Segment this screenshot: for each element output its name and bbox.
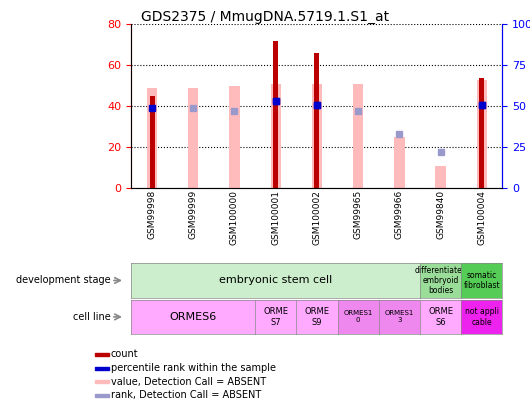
Text: ORME
S9: ORME S9 xyxy=(304,307,330,326)
Text: somatic
fibroblast: somatic fibroblast xyxy=(464,271,500,290)
Text: cell line: cell line xyxy=(73,312,111,322)
Bar xyxy=(95,380,109,383)
Text: differentiated
embryoid
bodies: differentiated embryoid bodies xyxy=(414,266,467,295)
Text: percentile rank within the sample: percentile rank within the sample xyxy=(111,363,276,373)
Bar xyxy=(95,353,109,356)
Bar xyxy=(273,41,278,188)
Bar xyxy=(229,86,240,188)
Bar xyxy=(149,96,155,188)
Text: ORMES1
0: ORMES1 0 xyxy=(343,310,373,324)
Text: GDS2375 / MmugDNA.5719.1.S1_at: GDS2375 / MmugDNA.5719.1.S1_at xyxy=(141,10,389,24)
Bar xyxy=(188,88,198,188)
Bar xyxy=(353,84,364,188)
Text: ORMES6: ORMES6 xyxy=(170,312,217,322)
Bar xyxy=(394,137,404,188)
Bar xyxy=(314,53,320,188)
Text: not appli
cable: not appli cable xyxy=(465,307,499,326)
Text: ORME
S7: ORME S7 xyxy=(263,307,288,326)
Bar xyxy=(312,84,322,188)
Text: value, Detection Call = ABSENT: value, Detection Call = ABSENT xyxy=(111,377,266,387)
Bar xyxy=(147,88,157,188)
Bar xyxy=(436,166,446,188)
Text: embryonic stem cell: embryonic stem cell xyxy=(219,275,332,286)
Text: count: count xyxy=(111,350,138,360)
Text: rank, Detection Call = ABSENT: rank, Detection Call = ABSENT xyxy=(111,390,261,400)
Bar xyxy=(95,367,109,370)
Text: ORMES1
3: ORMES1 3 xyxy=(385,310,414,324)
Text: development stage: development stage xyxy=(16,275,111,286)
Text: ORME
S6: ORME S6 xyxy=(428,307,453,326)
Bar xyxy=(476,80,487,188)
Bar xyxy=(95,394,109,397)
Bar xyxy=(270,84,281,188)
Bar xyxy=(479,78,484,188)
